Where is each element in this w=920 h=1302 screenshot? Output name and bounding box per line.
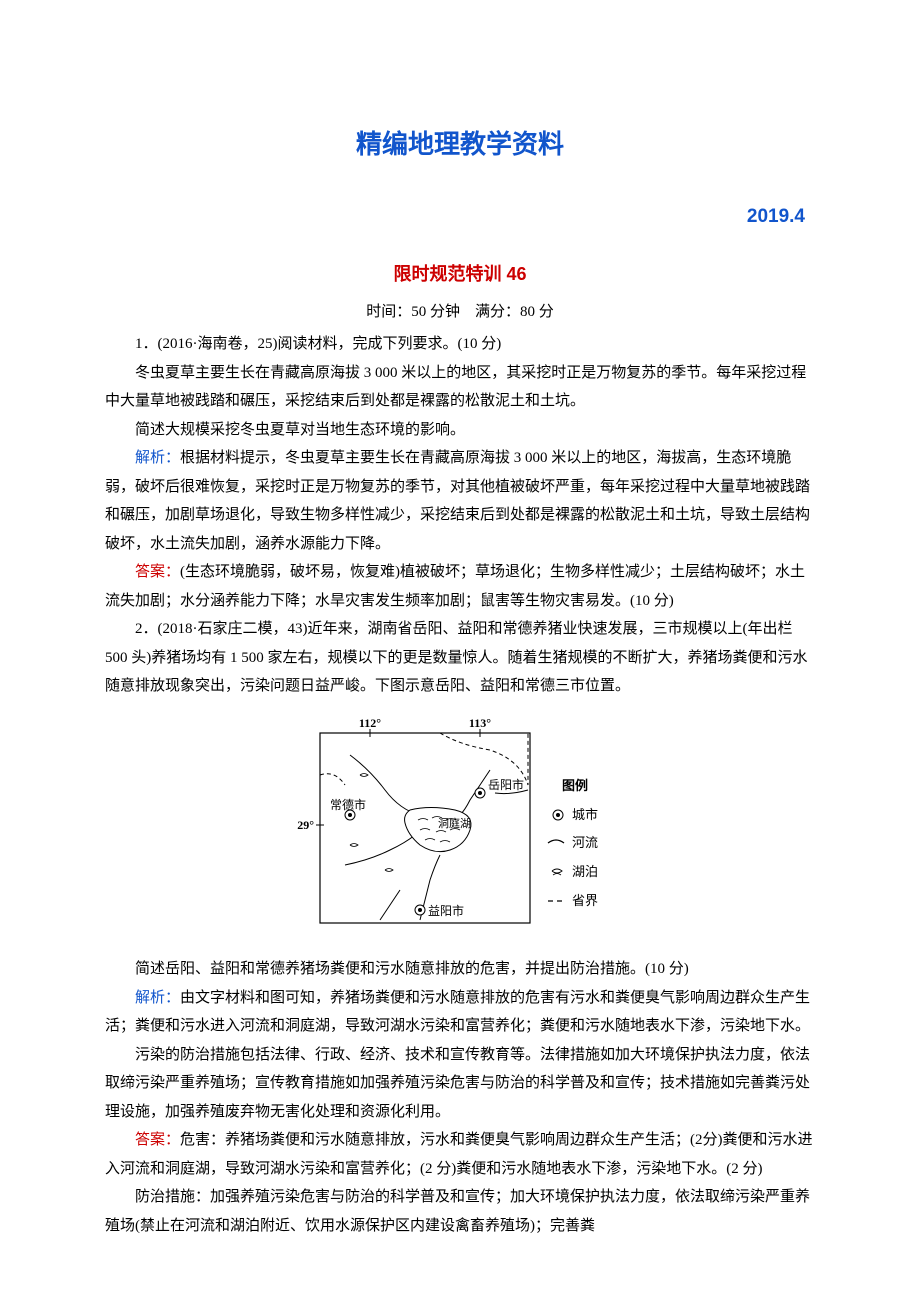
q2-analysis-2: 污染的防治措施包括法律、行政、经济、技术和宣传教育等。法律措施如加大环境保护执法… xyxy=(105,1041,815,1127)
q2-stem: 2．(2018·石家庄二模，43)近年来，湖南省岳阳、益阳和常德养猪业快速发展，… xyxy=(105,615,815,701)
time-score: 时间：50 分钟 满分：80 分 xyxy=(105,298,815,327)
legend-river: 河流 xyxy=(572,835,598,850)
q1-analysis-text: 根据材料提示，冬虫夏草主要生长在青藏高原海拔 3 000 米以上的地区，海拔高，… xyxy=(105,450,810,552)
exam-page: 精编地理教学资料 2019.4 限时规范特训 46 时间：50 分钟 满分：80… xyxy=(0,0,920,1300)
main-title: 精编地理教学资料 xyxy=(105,120,815,169)
lat29-label: 29° xyxy=(297,818,314,832)
lon113-label: 113° xyxy=(469,716,491,730)
dongting-label: 洞庭湖 xyxy=(438,816,471,830)
analysis-label: 解析： xyxy=(135,450,180,466)
analysis-label: 解析： xyxy=(135,990,180,1006)
legend-border: 省界 xyxy=(572,893,598,908)
lon112-label: 112° xyxy=(359,716,381,730)
q2-answer-text1: 危害：养猪场粪便和污水随意排放，污水和粪便臭气影响周边群众生产生活；(2分)粪便… xyxy=(105,1132,813,1177)
legend-title: 图例 xyxy=(562,778,588,793)
yiyang-label: 益阳市 xyxy=(428,903,464,918)
q1-analysis: 解析：根据材料提示，冬虫夏草主要生长在青藏高原海拔 3 000 米以上的地区，海… xyxy=(105,444,815,558)
map-figure: 112° 113° 29° xyxy=(105,715,815,946)
legend-lake: 湖泊 xyxy=(572,864,598,879)
q1-stem: 1．(2016·海南卷，25)阅读材料，完成下列要求。(10 分) xyxy=(105,330,815,359)
q2-task: 简述岳阳、益阳和常德养猪场粪便和污水随意排放的危害，并提出防治措施。(10 分) xyxy=(105,955,815,984)
q1-answer-text: (生态环境脆弱，破坏易，恢复难)植被破坏；草场退化；生物多样性减少；土层结构破坏… xyxy=(105,564,805,609)
answer-label: 答案： xyxy=(135,1132,180,1148)
q2-analysis-1: 解析：由文字材料和图可知，养猪场粪便和污水随意排放的危害有污水和粪便臭气影响周边… xyxy=(105,984,815,1041)
q2-analysis-text1: 由文字材料和图可知，养猪场粪便和污水随意排放的危害有污水和粪便臭气影响周边群众生… xyxy=(105,990,810,1035)
q2-answer-1: 答案：危害：养猪场粪便和污水随意排放，污水和粪便臭气影响周边群众生产生活；(2分… xyxy=(105,1126,815,1183)
sub-title: 限时规范特训 46 xyxy=(105,257,815,291)
map-svg: 112° 113° 29° xyxy=(290,715,630,935)
q2-answer-2: 防治措施：加强养殖污染危害与防治的科学普及和宣传；加大环境保护执法力度，依法取缔… xyxy=(105,1183,815,1240)
q1-answer: 答案：(生态环境脆弱，破坏易，恢复难)植被破坏；草场退化；生物多样性减少；土层结… xyxy=(105,558,815,615)
answer-label: 答案： xyxy=(135,564,180,580)
q1-context: 冬虫夏草主要生长在青藏高原海拔 3 000 米以上的地区，其采挖时正是万物复苏的… xyxy=(105,359,815,416)
legend-city: 城市 xyxy=(572,807,598,822)
date-line: 2019.4 xyxy=(105,199,815,235)
yueyang-label: 岳阳市 xyxy=(488,777,524,792)
changde-label: 常德市 xyxy=(330,797,366,812)
q1-task: 简述大规模采挖冬虫夏草对当地生态环境的影响。 xyxy=(105,416,815,445)
